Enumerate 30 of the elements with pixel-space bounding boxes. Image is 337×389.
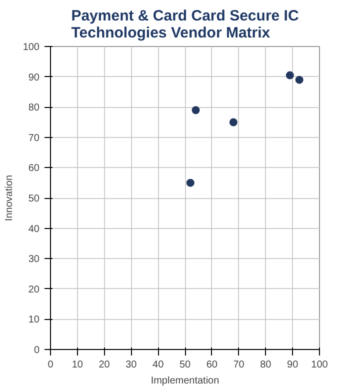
- x-tick-label: 0: [48, 360, 54, 370]
- y-tick-label: 20: [28, 284, 40, 296]
- x-tick-label: 80: [260, 360, 272, 370]
- y-tick-label: 0: [34, 345, 40, 356]
- x-tick-label: 30: [126, 360, 138, 370]
- x-axis-title: Implementation: [150, 376, 220, 386]
- y-tick-label: 50: [28, 194, 40, 204]
- point: [229, 118, 238, 126]
- x-tick-label: 50: [179, 360, 191, 370]
- y-tick-label: 100: [22, 42, 40, 53]
- y-axis-title: Innovation: [4, 174, 15, 222]
- x-tick-label: 100: [311, 360, 328, 370]
- chart-title: Payment & Card Card Secure IC Technologies Vendor Matrix: [71, 8, 299, 42]
- x-tick-label: 40: [152, 360, 164, 370]
- y-tick-label: 70: [28, 132, 40, 144]
- x-tick-label: 60: [206, 360, 218, 370]
- y-tick-label: 90: [28, 72, 40, 84]
- x-tick-label: 70: [233, 360, 245, 370]
- y-tick-label: 40: [28, 224, 40, 235]
- x-tick-label: 20: [98, 360, 110, 370]
- point: [286, 71, 294, 80]
- y-tick-label: 60: [28, 163, 40, 174]
- x-tick-label: 90: [287, 360, 299, 370]
- y-tick-label: 80: [28, 102, 40, 114]
- y-tick-label: 30: [28, 254, 40, 266]
- x-tick-label: 10: [72, 360, 84, 370]
- point: [186, 178, 194, 187]
- point: [192, 106, 200, 114]
- point: [295, 76, 304, 84]
- y-tick-label: 10: [28, 314, 40, 326]
